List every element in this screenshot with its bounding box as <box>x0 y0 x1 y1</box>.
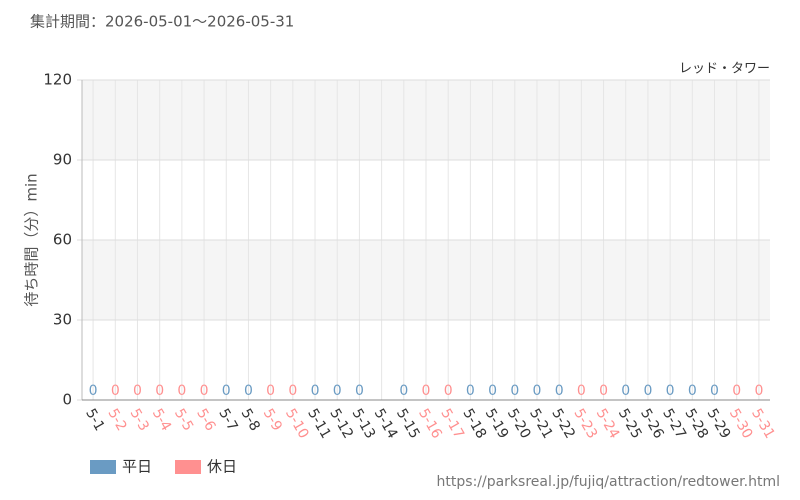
data-label: 0 <box>333 383 342 399</box>
data-label: 0 <box>466 383 475 399</box>
data-label: 0 <box>488 383 497 399</box>
data-label: 0 <box>577 383 586 399</box>
data-label: 0 <box>266 383 275 399</box>
y-tick-label: 30 <box>53 311 72 329</box>
x-tick-label: 5-5 <box>171 406 196 434</box>
data-label: 0 <box>533 383 542 399</box>
data-label: 0 <box>555 383 564 399</box>
data-label: 0 <box>177 383 186 399</box>
data-label: 0 <box>111 383 120 399</box>
legend-swatch <box>175 460 201 474</box>
data-label: 0 <box>710 383 719 399</box>
x-tick-label: 5-9 <box>260 406 285 434</box>
chart-title: 集計期間：2026-05-01～2026-05-31 <box>30 13 294 31</box>
x-tick-label: 5-2 <box>104 406 129 434</box>
y-tick-label: 60 <box>53 231 72 249</box>
data-label: 0 <box>133 383 142 399</box>
data-label: 0 <box>244 383 253 399</box>
data-label: 0 <box>510 383 519 399</box>
x-tick-label: 5-3 <box>127 406 152 434</box>
x-tick-label: 5-6 <box>193 406 218 434</box>
data-label: 0 <box>222 383 231 399</box>
source-url: https://parksreal.jp/fujiq/attraction/re… <box>437 474 780 490</box>
data-label: 0 <box>89 383 98 399</box>
x-tick-label: 5-1 <box>82 406 107 434</box>
legend-swatch <box>90 460 116 474</box>
data-label: 0 <box>444 383 453 399</box>
y-tick-label: 0 <box>62 391 72 409</box>
data-label: 0 <box>599 383 608 399</box>
data-label: 0 <box>355 383 364 399</box>
data-label: 0 <box>422 383 431 399</box>
data-label: 0 <box>688 383 697 399</box>
data-label: 0 <box>732 383 741 399</box>
annotation: レッド・タワー <box>679 62 770 77</box>
x-tick-label: 5-31 <box>748 406 778 442</box>
y-tick-label: 90 <box>53 151 72 169</box>
data-label: 0 <box>311 383 320 399</box>
legend-label: 休日 <box>207 458 237 476</box>
data-label: 0 <box>666 383 675 399</box>
x-tick-label: 5-8 <box>238 406 263 434</box>
data-label: 0 <box>754 383 763 399</box>
y-axis-label: 待ち時間（分）min <box>23 173 41 306</box>
data-label: 0 <box>399 383 408 399</box>
legend-label: 平日 <box>122 458 152 476</box>
y-tick-label: 120 <box>43 71 72 89</box>
data-label: 0 <box>621 383 630 399</box>
x-tick-label: 5-4 <box>149 406 174 434</box>
data-label: 0 <box>643 383 652 399</box>
data-label: 0 <box>288 383 297 399</box>
x-tick-label: 5-7 <box>215 406 240 434</box>
data-label: 0 <box>155 383 164 399</box>
data-label: 0 <box>200 383 209 399</box>
